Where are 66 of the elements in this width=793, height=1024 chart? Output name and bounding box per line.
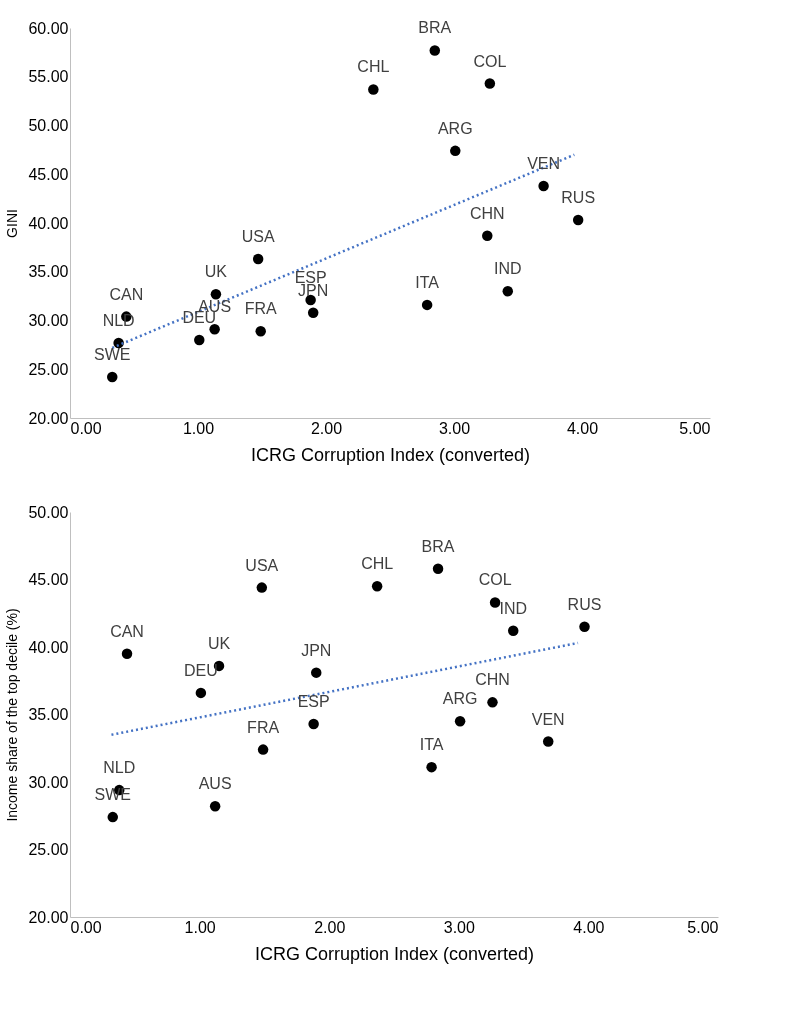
annotation: FRA xyxy=(247,718,280,736)
annotation: AUS xyxy=(198,775,232,793)
y-axis-title: GINI xyxy=(4,209,21,238)
y-axis-title: Income share of the top decile (%) xyxy=(4,608,21,822)
annotation: ITA xyxy=(415,273,440,291)
annotation: BRA xyxy=(421,537,455,555)
x-axis-title: ICRG Corruption Index (converted) xyxy=(250,444,531,465)
y-tick-label: 20.00 xyxy=(28,409,69,427)
x-tick-label: 2.00 xyxy=(310,419,343,437)
x-tick-label: 3.00 xyxy=(443,918,475,936)
annotation: BRA xyxy=(418,19,452,37)
y-tick-label: 35.00 xyxy=(28,263,69,281)
annotation: CHN xyxy=(469,204,505,222)
annotation: IND xyxy=(493,260,522,278)
annotation: FRA xyxy=(244,300,278,318)
y-tick-label: 20.00 xyxy=(28,908,69,926)
y-tick-label: 40.00 xyxy=(28,214,69,232)
x-tick-label: 3.00 xyxy=(438,419,471,437)
annotation: UK xyxy=(204,263,228,281)
annotation: COL xyxy=(473,52,507,70)
y-tick-label: 40.00 xyxy=(28,638,69,656)
x-tick-label: 5.00 xyxy=(687,918,719,936)
annotation: CHL xyxy=(357,58,390,76)
annotation: VEN xyxy=(531,710,565,728)
y-tick-label: 50.00 xyxy=(28,117,69,134)
annotation: ARG xyxy=(437,119,473,137)
annotation: CHN xyxy=(475,671,510,689)
x-tick-label: 2.00 xyxy=(314,918,346,936)
annotation: ESP xyxy=(297,692,330,710)
annotation: NLD xyxy=(103,759,136,777)
annotation: ITA xyxy=(419,736,444,754)
annotation: SWE xyxy=(94,346,131,364)
annotation: RUS xyxy=(567,595,602,613)
annotation: ARG xyxy=(442,690,478,708)
y-tick-label: 30.00 xyxy=(28,773,69,791)
y-tick-label: 50.00 xyxy=(28,503,69,521)
x-axis-title: ICRG Corruption Index (converted) xyxy=(254,943,535,964)
annotation: IND xyxy=(499,599,528,617)
x-tick-label: 5.00 xyxy=(679,419,711,437)
annotation: JPN xyxy=(301,641,332,659)
annotation: CHL xyxy=(361,555,394,573)
y-tick-label: 30.00 xyxy=(28,312,69,329)
annotation: SWE xyxy=(94,786,131,804)
annotation: CAN xyxy=(109,285,144,303)
annotation: USA xyxy=(245,556,279,574)
y-tick-label: 45.00 xyxy=(28,571,69,588)
annotation: UK xyxy=(207,634,231,652)
annotation: COL xyxy=(478,571,512,589)
annotation: NLD xyxy=(102,311,135,329)
y-tick-label: 35.00 xyxy=(28,706,69,723)
x-tick-label: 0.00 xyxy=(70,918,102,936)
annotation: CAN xyxy=(110,622,144,640)
x-tick-label: 4.00 xyxy=(566,419,599,437)
annotation: DEU xyxy=(184,661,218,679)
x-tick-label: 1.00 xyxy=(182,419,215,437)
y-tick-label: 45.00 xyxy=(28,165,69,183)
x-tick-label: 1.00 xyxy=(184,918,216,936)
annotation: RUS xyxy=(561,189,596,207)
annotation: VEN xyxy=(527,154,561,172)
annotation: USA xyxy=(241,228,275,246)
y-tick-label: 55.00 xyxy=(28,68,69,86)
x-tick-label: 0.00 xyxy=(70,419,102,437)
y-tick-label: 60.00 xyxy=(28,19,69,37)
y-tick-label: 25.00 xyxy=(28,841,69,858)
y-tick-label: 25.00 xyxy=(28,360,69,378)
x-tick-label: 4.00 xyxy=(573,918,605,936)
